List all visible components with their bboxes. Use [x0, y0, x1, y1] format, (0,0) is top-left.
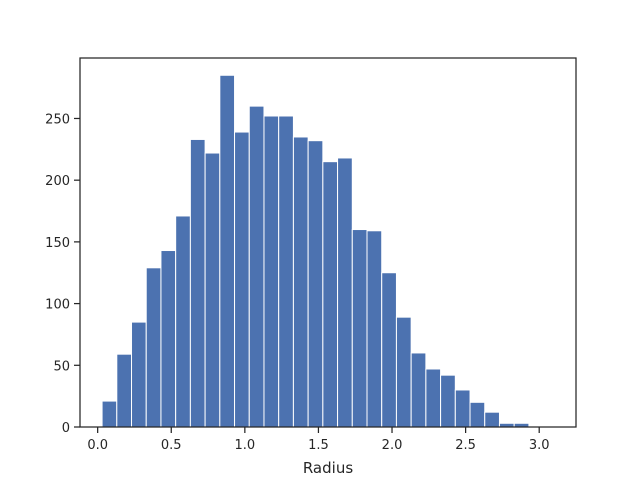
histogram-bar: [292, 136, 309, 428]
histogram-bar: [395, 316, 412, 428]
histogram-bar: [469, 401, 486, 428]
histogram-bar: [337, 157, 353, 428]
x-tick-label: 0.5: [161, 438, 182, 453]
histogram-bar: [263, 115, 280, 428]
histogram-bar: [440, 374, 456, 428]
histogram-bar: [189, 138, 206, 428]
histogram-bar: [248, 105, 265, 428]
x-tick-label: 1.5: [308, 438, 329, 453]
histogram-bar: [278, 115, 294, 428]
histogram-bar: [160, 250, 177, 428]
x-tick-label: 1.0: [234, 438, 255, 453]
histogram-bar: [454, 389, 471, 428]
histogram-bar: [322, 161, 339, 428]
histogram-bar: [204, 152, 221, 428]
y-tick-label: 0: [62, 421, 70, 436]
histogram-bar: [351, 229, 368, 428]
y-axis-ticks: 0 50 100 150 200 250: [45, 112, 80, 436]
histogram-bar: [307, 140, 324, 428]
y-tick-label: 100: [45, 298, 70, 313]
x-tick-label: 2.5: [455, 438, 476, 453]
y-tick-label: 150: [45, 236, 70, 251]
histogram-bar: [234, 131, 250, 428]
x-tick-label: 2.0: [382, 438, 403, 453]
histogram-bar: [425, 368, 442, 428]
histogram-bar: [175, 215, 191, 428]
histogram-bar: [381, 272, 397, 428]
histogram-bar: [484, 411, 500, 428]
histogram-bar: [131, 321, 147, 428]
histogram-bar: [366, 230, 383, 428]
x-axis-label: Radius: [303, 459, 353, 477]
y-tick-label: 50: [53, 359, 70, 374]
histogram-bar: [101, 400, 118, 428]
histogram-bar: [219, 74, 236, 428]
x-tick-label: 0.0: [87, 438, 108, 453]
x-tick-label: 3.0: [529, 438, 550, 453]
y-tick-label: 250: [45, 112, 70, 127]
histogram-bar: [116, 353, 133, 428]
y-tick-label: 200: [45, 174, 70, 189]
histogram-bar: [145, 267, 162, 428]
histogram-bar: [410, 352, 427, 428]
x-axis-ticks: 0.0 0.5 1.0 1.5 2.0 2.5 3.0: [87, 427, 550, 453]
